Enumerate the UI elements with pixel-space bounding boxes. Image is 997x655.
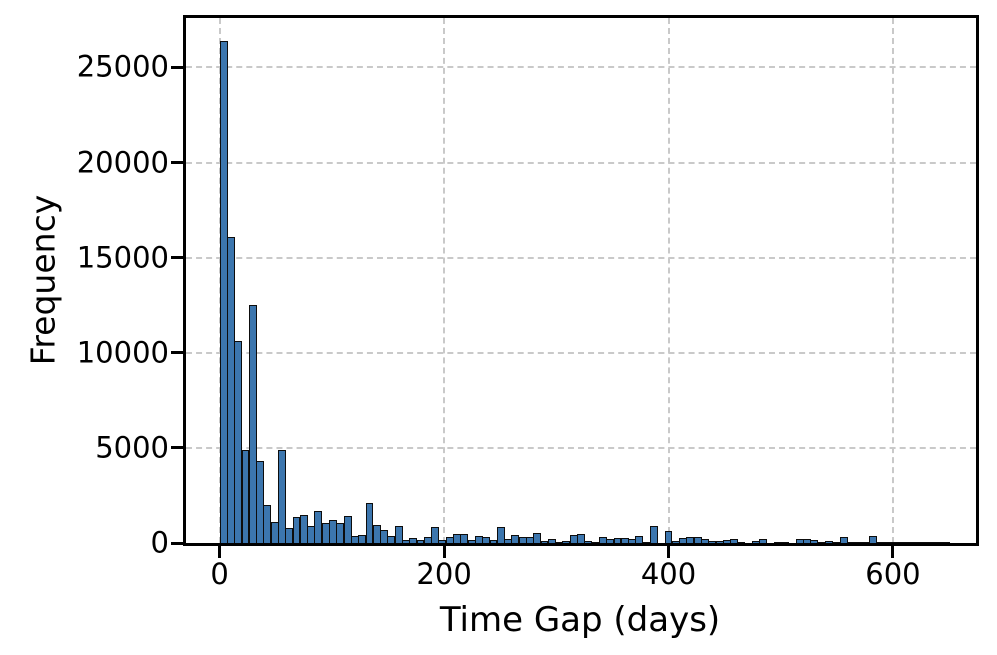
y-axis-title: Frequency [23, 194, 63, 366]
y-tick-label: 5000 [95, 430, 169, 465]
plot-area: 0 5000 10000 15000 20000 25000 0 200 400 600 [77, 15, 979, 589]
histogram-bar [737, 542, 746, 543]
histogram-bar [650, 525, 658, 543]
y-gridline [186, 351, 976, 354]
y-tick-label: 25000 [76, 49, 169, 84]
x-tick-label: 0 [210, 557, 229, 591]
histogram-bar [781, 541, 790, 543]
histogram-bar [394, 525, 403, 543]
x-tick-mark [891, 546, 895, 558]
histogram-bar [941, 542, 950, 543]
histogram-bar [810, 539, 819, 543]
histogram-bar [343, 516, 352, 543]
y-tick-mark [171, 161, 183, 165]
x-tick-label: 200 [416, 557, 472, 591]
histogram-bar [839, 537, 848, 543]
histogram-bar [482, 536, 491, 543]
x-gridline [891, 18, 894, 543]
histogram-bar [664, 530, 673, 543]
y-tick-mark [171, 541, 183, 545]
histogram-bar [248, 305, 257, 543]
y-tick-label: 10000 [76, 335, 169, 370]
histogram-bar [256, 461, 265, 543]
y-tick-label: 20000 [76, 145, 169, 180]
y-tick-mark [171, 351, 183, 355]
histogram-bar [759, 538, 768, 543]
y-tick-label: 0 [150, 525, 169, 560]
x-tick-label: 600 [865, 557, 921, 591]
y-gridline [186, 446, 976, 449]
y-gridline [186, 66, 976, 69]
x-tick-mark [218, 546, 222, 558]
x-gridline [443, 18, 446, 543]
histogram-bar [533, 532, 542, 543]
histogram-bar [431, 527, 440, 543]
histogram-bar [460, 534, 469, 543]
y-tick-label: 15000 [76, 240, 169, 275]
x-tick-label: 400 [640, 557, 697, 591]
y-tick-mark [171, 446, 183, 450]
x-tick-mark [667, 546, 671, 558]
y-tick-mark [171, 65, 183, 69]
histogram-bar [278, 449, 286, 543]
x-axis-title: Time Gap (days) [439, 600, 721, 640]
histogram-bar [496, 526, 505, 543]
y-gridline [186, 161, 976, 164]
histogram-bar [730, 538, 739, 543]
y-gridline [186, 256, 976, 259]
histogram-bar [234, 341, 243, 543]
histogram-bar [635, 536, 644, 543]
histogram-bar [577, 533, 585, 543]
x-gridline [667, 18, 670, 543]
histogram-bar [365, 503, 374, 543]
y-tick-mark [171, 256, 183, 260]
histogram-bar [868, 536, 877, 543]
x-tick-mark [442, 546, 446, 558]
histogram-bar [547, 539, 556, 543]
